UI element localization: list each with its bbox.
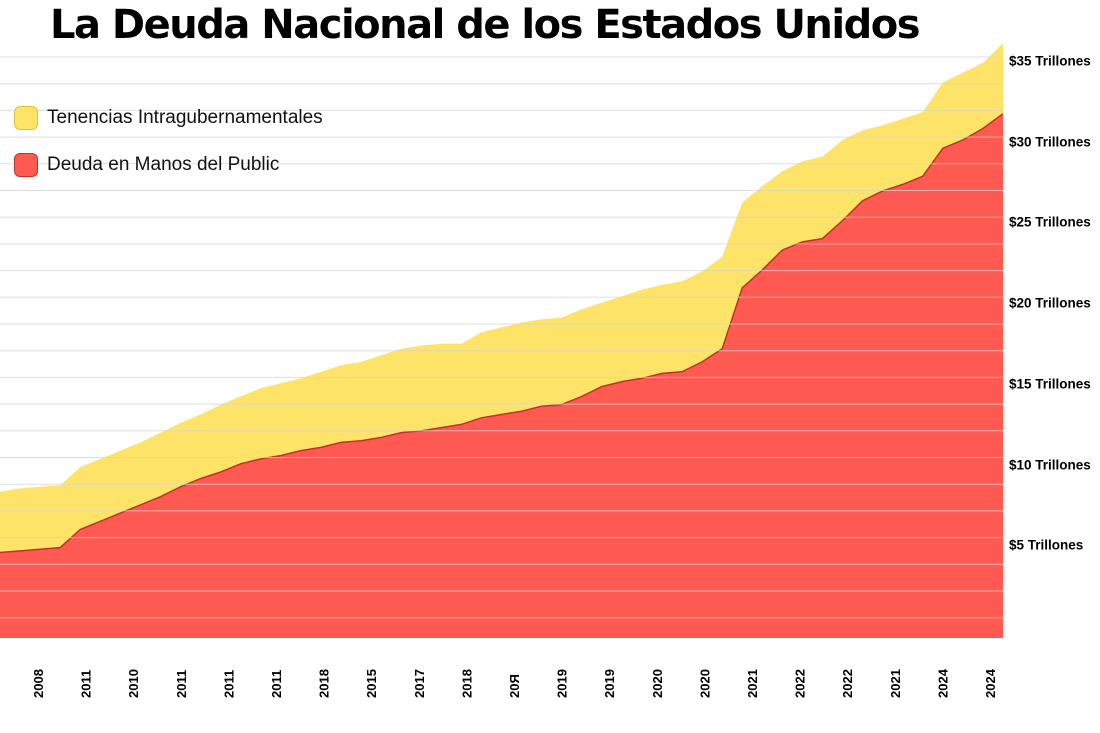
y-tick-label: $30 Trillones: [1009, 135, 1091, 150]
x-tick-label: 2017: [412, 669, 427, 698]
area-public: [0, 113, 1003, 638]
areas-layer: [0, 43, 1004, 639]
legend-swatch-public: [14, 153, 38, 177]
x-tick-label: 20Я: [507, 674, 522, 698]
x-tick-label: 2024: [983, 668, 998, 698]
x-tick-label: 2018: [317, 669, 332, 698]
y-axis-labels: $5 Trillones $10 Trillones $15 Trillones $2…: [1009, 54, 1091, 553]
x-tick-label: 2021: [745, 669, 760, 698]
y-tick-label: $10 Trillones: [1009, 458, 1091, 473]
x-tick-label: 2024: [935, 668, 950, 698]
x-tick-label: 2019: [602, 669, 617, 698]
y-tick-label: $35 Trillones: [1009, 54, 1091, 69]
x-tick-label: 2011: [174, 670, 189, 698]
line-public: [0, 113, 1004, 554]
legend-item-public: Deuda en Manos del Public: [14, 153, 279, 177]
y-tick-label: $20 Trillones: [1009, 296, 1091, 311]
y-tick-label: $25 Trillones: [1009, 215, 1091, 230]
x-tick-label: 2022: [840, 669, 855, 698]
x-tick-label: 2011: [269, 670, 284, 698]
gridlines: [0, 56, 1003, 619]
x-tick-label: 2008: [31, 669, 46, 698]
x-tick-label: 2011: [79, 670, 94, 698]
x-axis-labels: 2008 2011 2010 2011 2011 2011 2018 2015 2017 2018…: [31, 668, 998, 698]
x-tick-label: 2019: [555, 669, 570, 698]
legend-item-intragov: Tenencias Intragubernamentales: [14, 106, 323, 130]
x-tick-label: 2020: [697, 669, 712, 698]
x-tick-label: 2020: [650, 669, 665, 698]
y-tick-label: $5 Trillones: [1009, 538, 1083, 553]
x-tick-label: 2015: [364, 669, 379, 698]
chart-title: La Deuda Nacional de los Estados Unidos: [50, 2, 921, 48]
y-tick-label: $15 Trillones: [1009, 377, 1091, 392]
legend-label-public: Deuda en Manos del Public: [47, 154, 280, 175]
legend-swatch-intragov: [14, 106, 38, 130]
x-tick-label: 2011: [221, 670, 236, 698]
x-tick-label: 2021: [888, 669, 903, 698]
x-tick-label: 2018: [459, 669, 474, 698]
x-tick-label: 2010: [126, 669, 141, 698]
legend-label-intragov: Tenencias Intragubernamentales: [47, 107, 323, 128]
x-tick-label: 2022: [793, 669, 808, 698]
